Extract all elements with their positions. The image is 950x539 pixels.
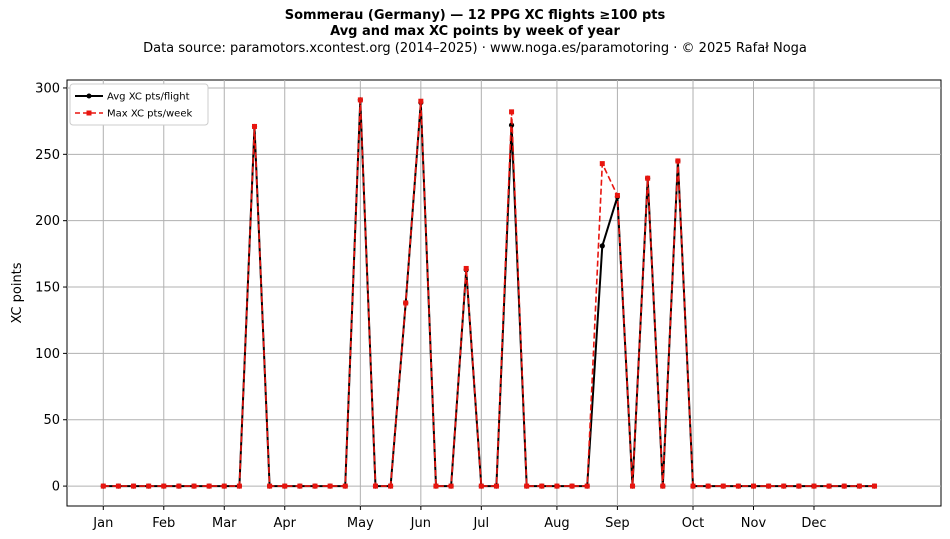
x-tick-label: Nov xyxy=(741,516,767,531)
max-point xyxy=(478,483,484,489)
max-point xyxy=(675,158,681,164)
max-point xyxy=(599,161,605,167)
legend: Avg XC pts/flight Max XC pts/week xyxy=(69,83,209,126)
x-tick-label: Jun xyxy=(410,516,431,531)
max-point xyxy=(524,483,530,489)
max-point xyxy=(418,98,424,104)
max-point xyxy=(796,483,802,489)
data-source: Data source: paramotors.xcontest.org (20… xyxy=(143,41,807,56)
legend-avg-label: Avg XC pts/flight xyxy=(107,92,190,103)
max-point xyxy=(766,483,772,489)
series-line-avg xyxy=(103,98,875,488)
chart-subtitle: Avg and max XC points by week of year xyxy=(330,24,620,39)
max-point xyxy=(161,483,167,489)
x-tick-label: Mar xyxy=(212,516,237,531)
legend-box xyxy=(69,83,209,126)
max-point xyxy=(388,483,394,489)
x-tick-label: Aug xyxy=(544,516,569,531)
max-point xyxy=(100,483,106,489)
series-group xyxy=(100,97,878,489)
plot-frame xyxy=(66,79,942,507)
chart-title: Sommerau (Germany) — 12 PPG XC flights ≥… xyxy=(284,8,666,23)
max-point xyxy=(720,483,726,489)
max-point xyxy=(750,483,756,489)
x-tick-label: Jan xyxy=(92,516,113,531)
max-point xyxy=(705,483,711,489)
max-point xyxy=(690,483,696,489)
max-point xyxy=(463,265,469,271)
x-tick-label: Oct xyxy=(682,516,704,531)
legend-max-marker xyxy=(86,110,92,116)
y-tick-label: 100 xyxy=(35,347,60,362)
max-point xyxy=(493,483,499,489)
max-point xyxy=(841,483,847,489)
max-point xyxy=(871,483,877,489)
max-point xyxy=(191,483,197,489)
y-tick-label: 200 xyxy=(35,214,60,229)
max-point xyxy=(115,483,121,489)
max-point xyxy=(856,483,862,489)
max-point xyxy=(584,483,590,489)
max-point xyxy=(312,483,318,489)
x-tick-label: Feb xyxy=(152,516,175,531)
avg-point xyxy=(599,243,605,249)
max-point xyxy=(282,483,288,489)
max-point xyxy=(206,483,212,489)
chart-titles: Sommerau (Germany) — 12 PPG XC flights ≥… xyxy=(0,8,950,57)
y-tick-label: 250 xyxy=(35,148,60,163)
y-tick-label: 50 xyxy=(43,413,60,428)
max-point xyxy=(372,483,378,489)
y-tick-label: 0 xyxy=(52,480,60,495)
max-point xyxy=(509,109,515,115)
max-point xyxy=(554,483,560,489)
max-point xyxy=(236,483,242,489)
max-point xyxy=(433,483,439,489)
max-point xyxy=(645,175,651,181)
max-point xyxy=(176,483,182,489)
max-point xyxy=(811,483,817,489)
max-point xyxy=(357,97,363,103)
max-point xyxy=(630,483,636,489)
max-point xyxy=(614,192,620,198)
max-point xyxy=(403,300,409,306)
x-tick-label: Dec xyxy=(801,516,826,531)
max-point xyxy=(146,483,152,489)
max-point xyxy=(252,123,258,129)
max-point xyxy=(327,483,333,489)
y-axis-label: XC points xyxy=(10,262,25,323)
max-point xyxy=(539,483,545,489)
max-point xyxy=(297,483,303,489)
max-point xyxy=(660,483,666,489)
max-point xyxy=(221,483,227,489)
x-tick-label: Apr xyxy=(273,516,296,531)
y-tick-label: 300 xyxy=(35,81,60,96)
max-point xyxy=(131,483,137,489)
max-point xyxy=(781,483,787,489)
y-axis: 0 50 100 150 200 250 300 xyxy=(35,81,67,495)
x-axis: Jan Feb Mar Apr May Jun Jul Aug Sep Oct Nov Dec xyxy=(92,506,827,531)
max-point xyxy=(448,483,454,489)
y-tick-label: 150 xyxy=(35,281,60,296)
x-tick-label: Sep xyxy=(605,516,630,531)
series-line-max xyxy=(103,99,875,487)
max-point xyxy=(342,483,348,489)
max-point xyxy=(826,483,832,489)
legend-max-label: Max XC pts/week xyxy=(107,109,192,120)
max-point xyxy=(569,483,575,489)
x-tick-label: May xyxy=(347,516,374,531)
x-tick-label: Jul xyxy=(472,516,489,531)
max-point xyxy=(735,483,741,489)
legend-avg-marker xyxy=(86,93,92,99)
max-point xyxy=(267,483,273,489)
